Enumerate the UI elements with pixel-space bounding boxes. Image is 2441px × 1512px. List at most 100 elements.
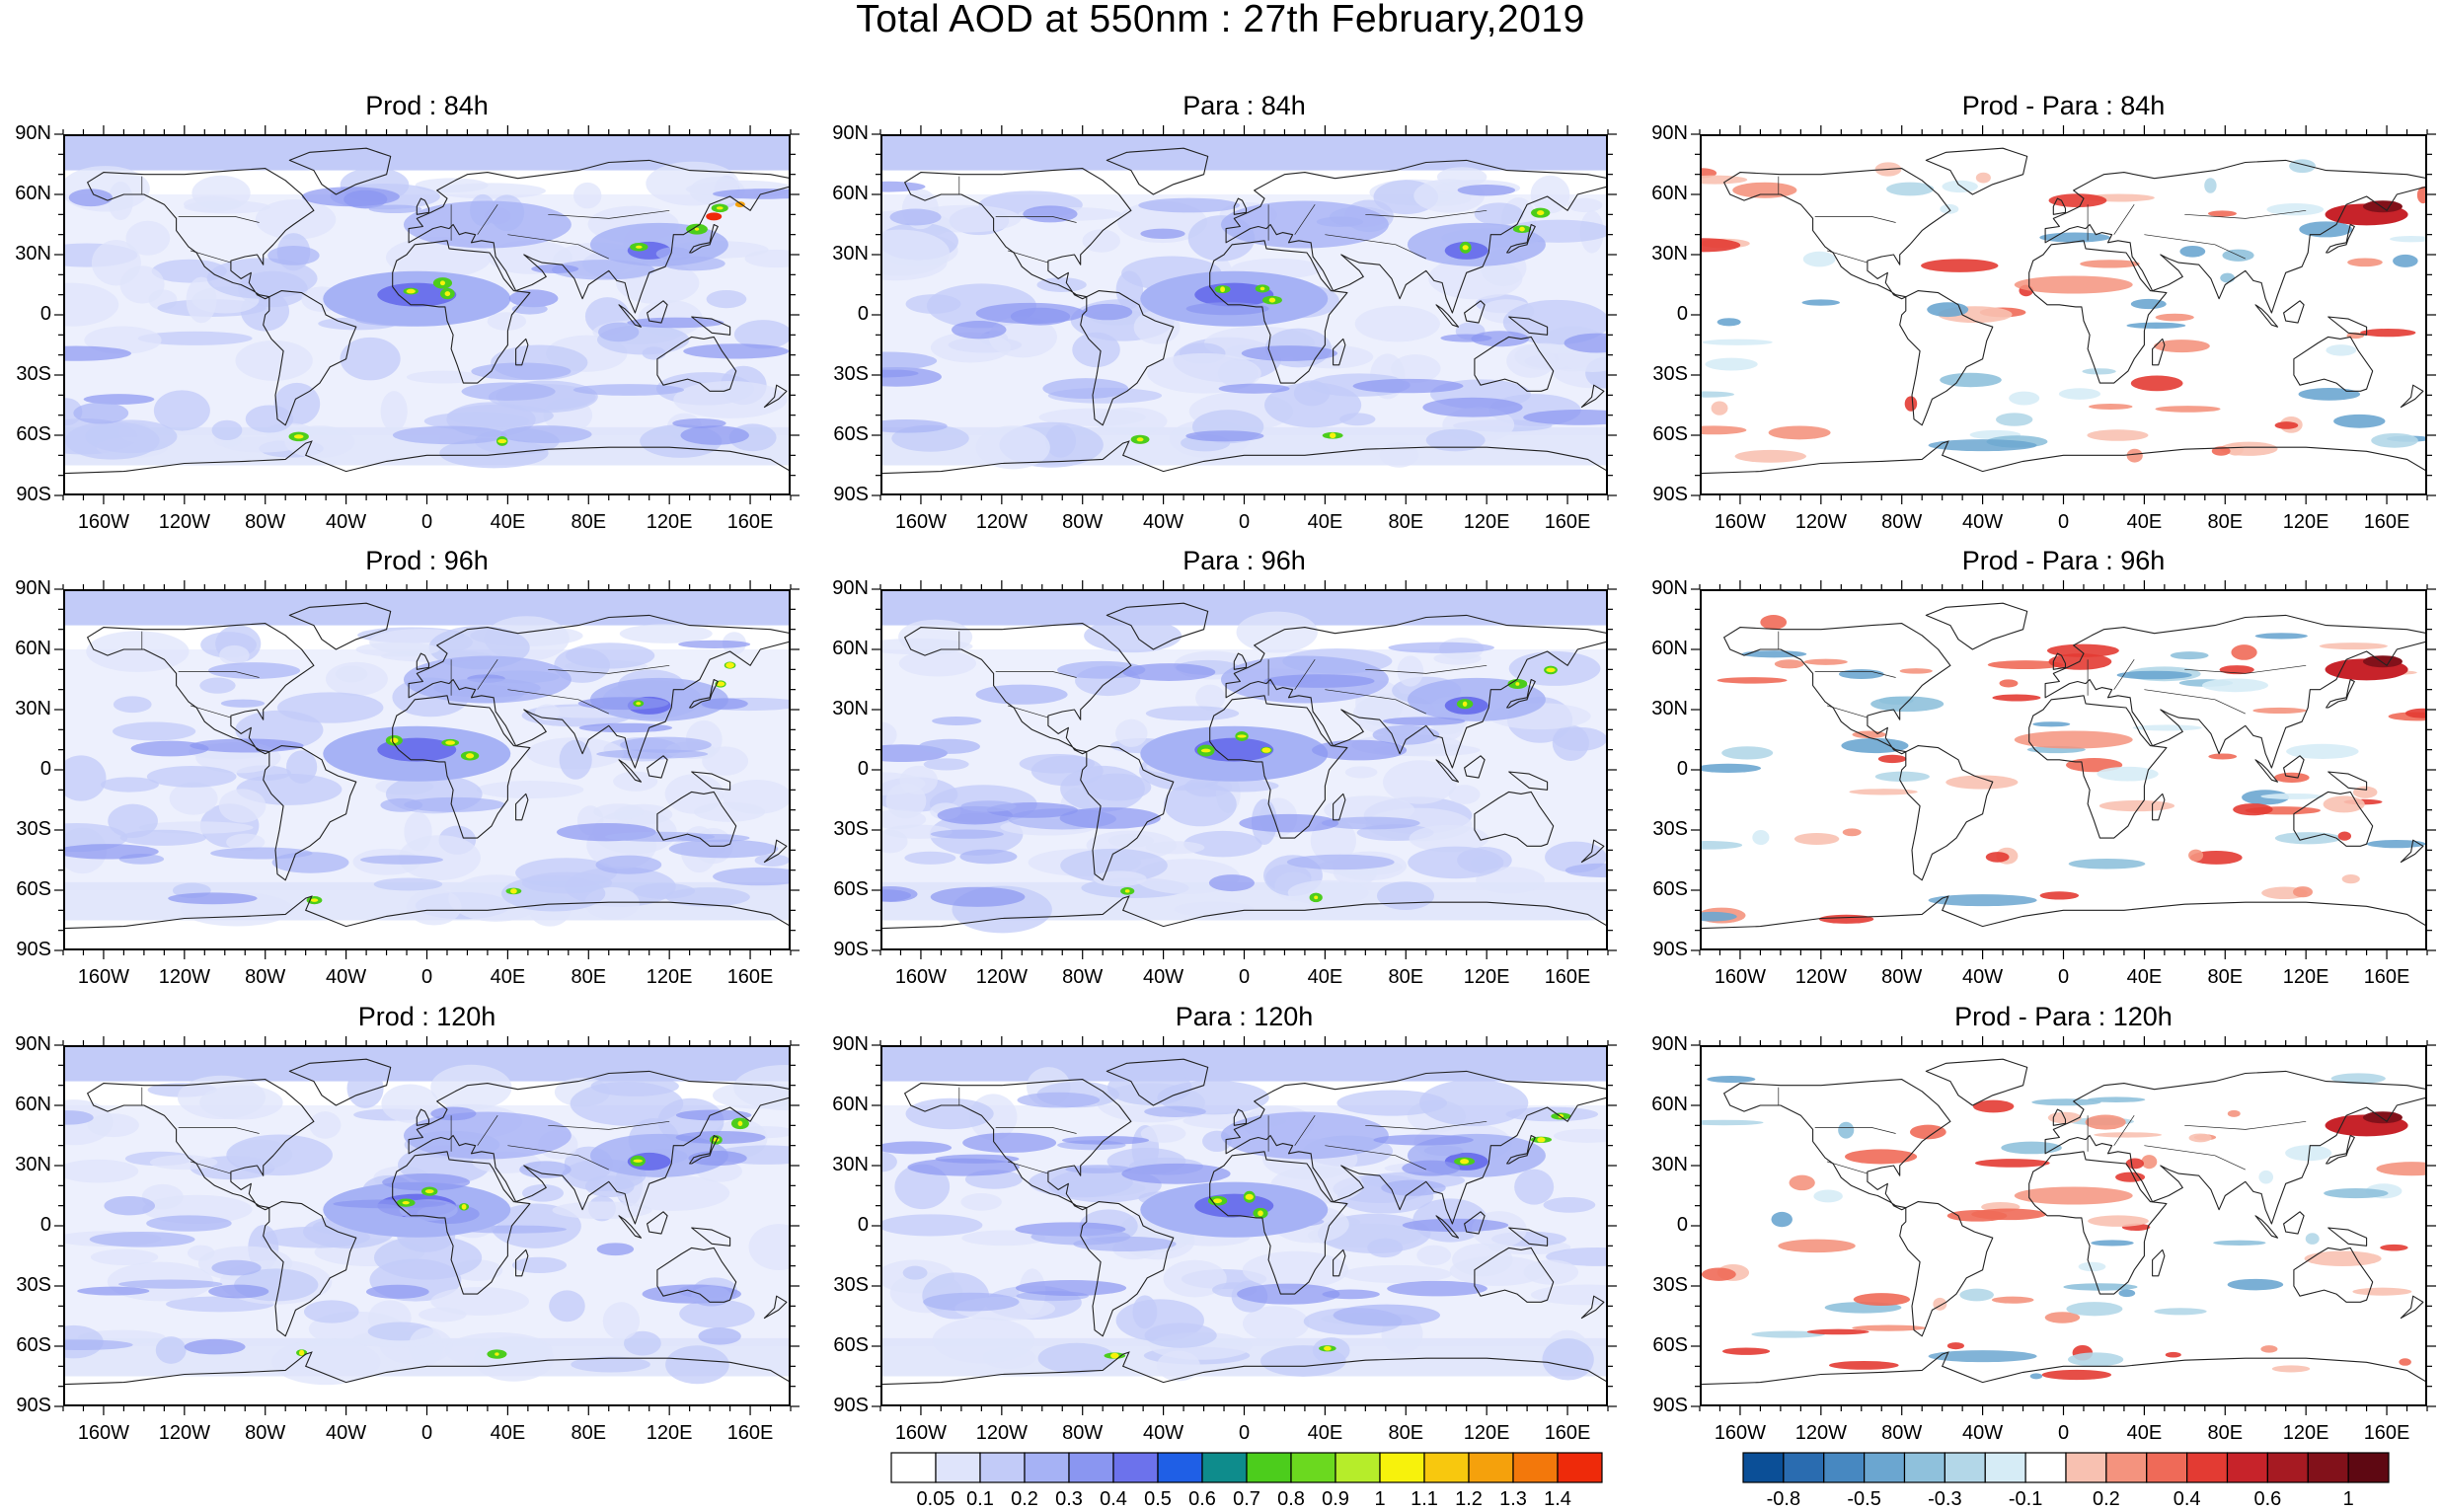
panel-8-lon-label: 160E — [1544, 1422, 1591, 1444]
aod-colorbar-label: 0.7 — [1233, 1488, 1260, 1510]
panel-6-lat-label: 90S — [1652, 939, 1688, 960]
panel-2-shading — [882, 136, 1606, 470]
panel-9-lon-label: 160E — [2363, 1422, 2410, 1444]
panel-8-lon-label: 80E — [1388, 1422, 1424, 1444]
panel-4-ticks — [54, 580, 800, 959]
panel-4-lat-label: 90N — [15, 577, 51, 599]
panel-1-lat-label: 0 — [39, 303, 51, 325]
aod-colorbar-swatch — [1157, 1452, 1203, 1483]
panel-2-ticks — [872, 125, 1617, 504]
panel-8-title: Para : 120h — [1175, 1002, 1314, 1031]
aod-colorbar-swatch — [935, 1452, 981, 1483]
panel-6-lon-label: 120W — [1794, 966, 1847, 988]
panel-2-lat-label: 30S — [833, 363, 869, 385]
panel-8-lat-label: 60N — [832, 1094, 869, 1115]
panel-4-lat-label: 30S — [16, 818, 51, 840]
diff-colorbar-swatch — [2347, 1452, 2390, 1483]
panel-9-lon-label: 120E — [2282, 1422, 2329, 1444]
panel-9-map — [1700, 1045, 2427, 1406]
panel-9-field — [1702, 1058, 2425, 1386]
panel-7-ticks — [54, 1036, 800, 1415]
diff-colorbar-label: 0.4 — [2173, 1488, 2201, 1510]
panel-2-lon-label: 80W — [1062, 511, 1104, 533]
aod-colorbar-swatch — [1335, 1452, 1381, 1483]
panel-7-coastlines — [65, 1058, 789, 1386]
diff-colorbar-label: 0.6 — [2253, 1488, 2282, 1510]
aod-colorbar-label: 1.4 — [1544, 1488, 1571, 1510]
panel-8-lon-label: 160W — [894, 1422, 948, 1444]
panel-4-coastlines — [65, 602, 789, 930]
panel-6-map — [1700, 589, 2427, 950]
diff-colorbar-swatch — [1984, 1452, 2026, 1483]
aod-colorbar-swatch — [1379, 1452, 1425, 1483]
panel-3-lat-label: 90S — [1652, 484, 1688, 505]
panel-3-lon-label: 40W — [1962, 511, 2004, 533]
panel-3-lat-label: 60N — [1651, 183, 1688, 204]
diff-colorbar-label: -0.8 — [1766, 1488, 1801, 1510]
panel-8-lon-label: 0 — [1238, 1422, 1251, 1444]
aod-colorbar-label: 1.3 — [1499, 1488, 1527, 1510]
panel-7-lon-label: 0 — [420, 1422, 433, 1444]
panel-1-ticks — [54, 125, 800, 504]
panel-4-field — [65, 591, 789, 930]
panel-7-lat-label: 90N — [15, 1033, 51, 1055]
diff-colorbar-label: -0.1 — [2008, 1488, 2043, 1510]
panel-5-lat-label: 0 — [857, 758, 869, 780]
panel-4-map — [63, 589, 791, 950]
panel-3-field — [1702, 147, 2425, 475]
panel-4-lon-label: 120W — [158, 966, 210, 988]
panel-1-lon-label: 40W — [326, 511, 367, 533]
panel-8-lat-label: 0 — [857, 1214, 869, 1236]
panel-3-coastlines — [1702, 147, 2425, 475]
panel-7-field — [65, 1047, 789, 1386]
aod-colorbar-swatch — [1201, 1452, 1248, 1483]
panel-5-map — [880, 589, 1608, 950]
panel-9-lat-label: 90S — [1652, 1395, 1688, 1416]
aod-colorbar-label: 0.05 — [916, 1488, 955, 1510]
diff-colorbar-swatch — [1864, 1452, 1906, 1483]
panel-5-lat-label: 90S — [833, 939, 869, 960]
panel-1-lat-label: 60N — [15, 183, 51, 204]
panel-4-lat-label: 90S — [16, 939, 51, 960]
panel-3-lon-label: 40E — [2126, 511, 2163, 533]
panel-6-ticks — [1691, 580, 2436, 959]
aod-colorbar-swatch — [1290, 1452, 1336, 1483]
aod-colorbar-label: 0.3 — [1055, 1488, 1083, 1510]
panel-4-lon-label: 40W — [326, 966, 367, 988]
panel-1-lon-label: 0 — [420, 511, 433, 533]
panel-1-lon-label: 160E — [726, 511, 774, 533]
panel-5-lon-label: 120W — [975, 966, 1028, 988]
panel-7-lon-label: 160E — [726, 1422, 774, 1444]
aod-colorbar-swatch — [1468, 1452, 1514, 1483]
panel-1-lon-label: 40E — [490, 511, 526, 533]
diff-colorbar-swatch — [2146, 1452, 2188, 1483]
panel-7-lon-label: 120W — [158, 1422, 210, 1444]
panel-9-lat-label: 30N — [1651, 1154, 1688, 1175]
panel-2-lon-label: 0 — [1238, 511, 1251, 533]
panel-9-coastlines — [1702, 1058, 2425, 1386]
panel-7-lat-label: 90S — [16, 1395, 51, 1416]
aod-colorbar-label: 0.9 — [1322, 1488, 1349, 1510]
panel-4-lon-label: 40E — [490, 966, 526, 988]
panel-9-lat-label: 90N — [1651, 1033, 1688, 1055]
diff-colorbar-swatch — [2186, 1452, 2229, 1483]
aod-colorbar-swatch — [1423, 1452, 1470, 1483]
panel-7-lat-label: 60S — [16, 1334, 51, 1356]
diff-colorbar-swatch — [1823, 1452, 1866, 1483]
panel-1-lon-label: 120W — [158, 511, 210, 533]
panel-1-shading — [65, 136, 789, 469]
panel-2-lon-label: 120W — [975, 511, 1028, 533]
panel-6-lat-label: 60N — [1651, 638, 1688, 659]
panel-9-ticks — [1691, 1036, 2436, 1415]
panel-8-ticks — [872, 1036, 1617, 1415]
panel-1-map — [63, 134, 791, 495]
panel-5-lat-label: 60N — [832, 638, 869, 659]
panel-6-field — [1702, 602, 2425, 930]
diff-colorbar-swatch — [2024, 1452, 2067, 1483]
panel-2-map — [880, 134, 1608, 495]
panel-6-lon-label: 80E — [2207, 966, 2244, 988]
panel-4-lat-label: 0 — [39, 758, 51, 780]
panel-5-lat-label: 90N — [832, 577, 869, 599]
panel-7-lat-label: 0 — [39, 1214, 51, 1236]
panel-5-lon-label: 80W — [1062, 966, 1104, 988]
